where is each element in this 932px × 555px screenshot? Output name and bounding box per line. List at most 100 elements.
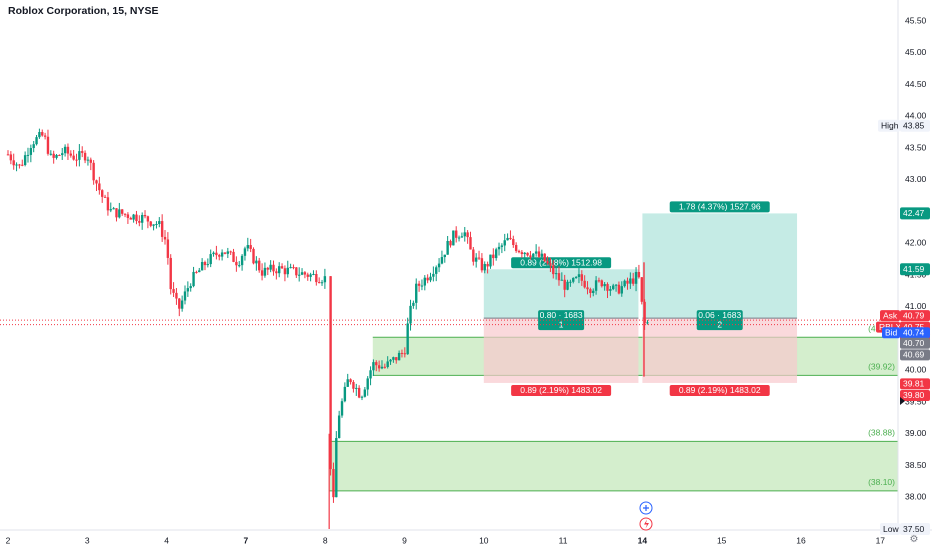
x-tick-label: 15 <box>717 535 727 545</box>
position-2-stop-label: 0.89 (2.19%) 1483.02 <box>669 384 770 396</box>
candle <box>403 347 407 358</box>
candle-body <box>209 254 212 265</box>
candle <box>395 357 398 364</box>
candle <box>569 279 572 287</box>
candle-body <box>9 154 13 161</box>
candle-body <box>603 284 606 287</box>
candle <box>252 247 255 265</box>
candle <box>460 232 464 238</box>
candle <box>163 230 167 245</box>
candle-body <box>557 273 561 281</box>
candle-body <box>620 286 623 294</box>
candle-body <box>577 274 581 278</box>
candle-body <box>52 153 55 158</box>
candle-body <box>532 253 535 258</box>
candle-body <box>423 277 427 286</box>
candle-body <box>569 281 572 283</box>
candle-body <box>212 252 215 255</box>
candle <box>366 376 369 396</box>
candle-body <box>437 263 441 268</box>
candle-body <box>229 251 232 253</box>
candle-body <box>286 267 289 275</box>
candle-body <box>132 214 135 220</box>
candle <box>272 260 275 276</box>
candle <box>412 300 415 309</box>
candle-body <box>540 253 544 257</box>
candle-body <box>95 180 98 184</box>
candle-body <box>369 370 372 379</box>
candle <box>549 257 552 272</box>
candle <box>329 276 332 476</box>
candle <box>452 230 455 246</box>
candle-body <box>597 280 601 282</box>
candle <box>243 246 247 261</box>
gear-icon[interactable]: ⚙ <box>909 534 919 545</box>
plus-circle-icon[interactable] <box>639 501 653 515</box>
candle <box>15 162 18 172</box>
candle-body <box>160 221 164 237</box>
candle-body <box>466 232 469 238</box>
position-2-target-label-bg <box>669 201 770 213</box>
candle-body <box>238 265 241 267</box>
candle-body <box>377 365 381 369</box>
candle <box>183 285 187 305</box>
y-tick-label: 42.00 <box>905 238 927 248</box>
y-tick-label: 41.00 <box>905 301 927 311</box>
candle <box>352 380 355 393</box>
bid-label-tag-text: Bid <box>885 328 898 338</box>
candle-body <box>432 273 435 277</box>
y-tick-label: 45.50 <box>905 15 927 25</box>
candle <box>92 160 95 185</box>
candle <box>98 176 101 195</box>
candle-body <box>520 252 524 255</box>
candle <box>317 277 321 284</box>
candle-body <box>75 159 78 161</box>
candle <box>557 266 561 286</box>
candle-body <box>146 216 150 222</box>
candle-body <box>243 248 247 256</box>
candle-body <box>420 285 424 287</box>
candle <box>149 220 152 228</box>
candle <box>432 266 435 282</box>
candle-body <box>472 249 475 262</box>
candle <box>489 254 492 269</box>
candle-body <box>166 239 170 258</box>
candle <box>563 274 566 298</box>
candle <box>472 247 475 266</box>
candle-body <box>403 353 407 355</box>
candle-body <box>526 252 529 256</box>
candle-body <box>138 221 141 223</box>
lightning-icon[interactable] <box>639 517 653 531</box>
candle <box>160 214 164 242</box>
x-tick-label: 2 <box>6 535 11 545</box>
candle <box>189 283 192 292</box>
candle-body <box>583 280 586 288</box>
candle <box>232 248 235 263</box>
candle <box>255 256 258 271</box>
candle-body <box>106 197 110 211</box>
candle-body <box>123 213 127 215</box>
candle <box>63 144 67 157</box>
candle <box>614 284 618 292</box>
position-1-target-label-bg <box>511 257 612 269</box>
position-1-target-zone <box>483 269 639 319</box>
y-tick-label: 39.50 <box>905 396 927 406</box>
candle-body <box>295 267 298 276</box>
candle <box>61 148 64 160</box>
candle-body <box>626 280 629 284</box>
candle-body <box>483 263 486 271</box>
position-1-stop-label-text: 0.89 (2.19%) 1483.02 <box>520 385 602 395</box>
candle <box>32 140 35 153</box>
candle-body <box>21 164 24 166</box>
zone-bottom-label-2: (38.10) <box>868 477 895 487</box>
candle-body <box>392 357 395 360</box>
candle <box>83 150 87 164</box>
candle <box>166 232 170 265</box>
candle <box>101 189 104 203</box>
candle <box>138 215 141 227</box>
target-2-price-tag-bg <box>900 207 930 220</box>
x-tick-label: 8 <box>323 535 328 545</box>
candle-body <box>617 284 621 294</box>
